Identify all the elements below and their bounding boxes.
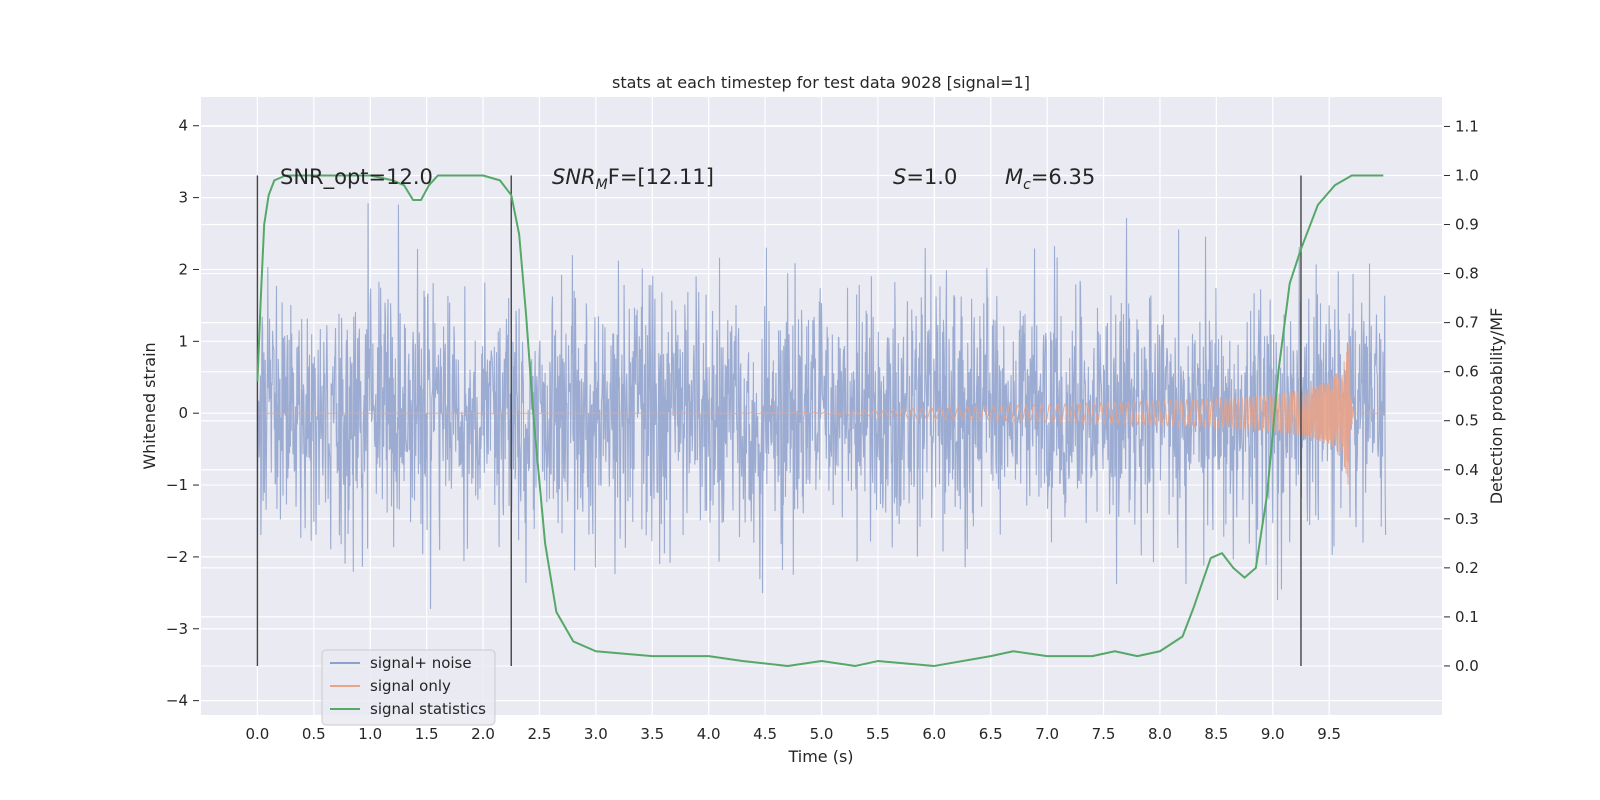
x-tick-label: 1.5 <box>415 725 439 743</box>
x-axis-label: Time (s) <box>787 747 853 766</box>
y-tick-label: −1 <box>166 476 188 494</box>
x-tick-label: 9.5 <box>1317 725 1341 743</box>
s-value: =1.0 <box>906 165 957 189</box>
y-right-tick-label: 1.0 <box>1455 166 1479 184</box>
snr-mf-value: F=[12.11] <box>608 165 714 189</box>
x-tick-label: 4.5 <box>753 725 777 743</box>
y-right-tick-label: 1.1 <box>1455 117 1479 135</box>
snr-opt-annotation: SNR_opt=12.0 <box>280 165 433 190</box>
x-tick-label: 9.0 <box>1261 725 1285 743</box>
x-tick-label: 6.0 <box>922 725 946 743</box>
x-tick-label: 0.0 <box>245 725 269 743</box>
y-right-tick-label: 0.3 <box>1455 510 1479 528</box>
s-annotation: S=1.0 <box>893 165 957 189</box>
y-axis-right-label: Detection probability/MF <box>1487 308 1506 505</box>
y-tick-label: 0 <box>178 404 188 422</box>
y-right-tick-label: 0.6 <box>1455 363 1479 381</box>
x-tick-label: 8.5 <box>1204 725 1228 743</box>
mc-value: =6.35 <box>1031 165 1095 189</box>
x-tick-label: 4.0 <box>697 725 721 743</box>
y-tick-label: −4 <box>166 692 188 710</box>
y-tick-label: −2 <box>166 548 188 566</box>
y-right-tick-label: 0.4 <box>1455 461 1479 479</box>
y-tick-label: −3 <box>166 620 188 638</box>
signal-only-line <box>257 342 1386 485</box>
legend-stats-label: signal statistics <box>370 700 486 718</box>
segment-markers <box>256 175 1302 666</box>
mc-subscript: c <box>1023 177 1031 193</box>
x-tick-label: 2.0 <box>471 725 495 743</box>
x-tick-label: 1.0 <box>358 725 382 743</box>
s-symbol: S <box>893 165 906 189</box>
mc-annotation: Mc=6.35 <box>1005 165 1095 193</box>
x-tick-label: 3.5 <box>640 725 664 743</box>
x-tick-label: 8.0 <box>1148 725 1172 743</box>
snr-mf-annotation: SNRMF=[12.11] <box>552 165 714 193</box>
snr-mf-subscript: M <box>596 177 608 193</box>
mc-symbol: M <box>1005 165 1023 189</box>
y-axis-label: Whitened strain <box>140 342 159 469</box>
x-tick-label: 6.5 <box>979 725 1003 743</box>
legend-noise-label: signal+ noise <box>370 654 472 672</box>
y-right-tick-label: 0.8 <box>1455 265 1479 283</box>
signal-statistics-line <box>256 174 1384 667</box>
legend: signal+ noise signal only signal statist… <box>321 649 496 726</box>
x-tick-label: 2.5 <box>528 725 552 743</box>
y-right-tick-label: 0.9 <box>1455 216 1479 234</box>
chart-title: stats at each timestep for test data 902… <box>612 73 1030 92</box>
x-axis: 0.0 0.5 1.0 1.5 2.0 2.5 3.0 3.5 4.0 4.5 5.0 5.5 6.0 6… <box>245 725 1341 743</box>
y-tick-label: 2 <box>178 260 188 278</box>
y-right-tick-label: 0.5 <box>1455 412 1479 430</box>
x-tick-label: 7.0 <box>1035 725 1059 743</box>
y-right-tick-label: 0.0 <box>1455 657 1479 675</box>
x-tick-label: 3.0 <box>584 725 608 743</box>
x-tick-label: 5.0 <box>810 725 834 743</box>
y-axis-left: 4 3 2 1 0 −1 −2 −3 −4 <box>166 117 199 710</box>
y-tick-label: 4 <box>178 117 188 135</box>
legend-signal-label: signal only <box>370 677 451 695</box>
noise-series <box>256 203 1387 609</box>
y-right-tick-label: 0.7 <box>1455 314 1479 332</box>
signal-noise-line <box>256 203 1387 609</box>
stats-series <box>256 174 1384 667</box>
x-tick-label: 5.5 <box>866 725 890 743</box>
y-right-tick-label: 0.1 <box>1455 608 1479 626</box>
y-tick-label: 3 <box>178 189 188 207</box>
y-axis-right: 1.1 1.0 0.9 0.8 0.7 0.6 0.5 0.4 0.3 0.2 0.1 0.0 <box>1444 117 1479 675</box>
x-tick-label: 7.5 <box>1092 725 1116 743</box>
snr-mf-symbol: SNR <box>552 165 596 189</box>
y-tick-label: 1 <box>178 332 188 350</box>
y-right-tick-label: 0.2 <box>1455 559 1479 577</box>
legend-box <box>321 649 496 726</box>
x-tick-label: 0.5 <box>302 725 326 743</box>
signal-series <box>257 342 1386 485</box>
